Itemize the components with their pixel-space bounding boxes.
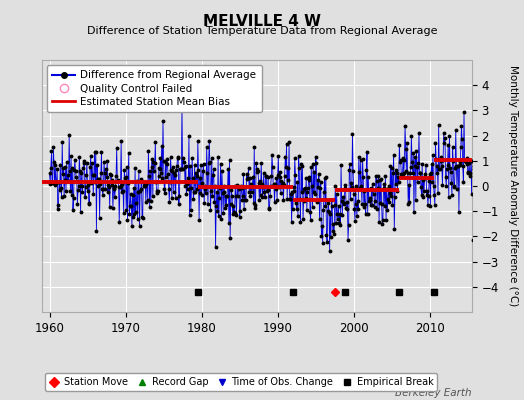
Legend: Difference from Regional Average, Quality Control Failed, Estimated Station Mean: Difference from Regional Average, Qualit… <box>47 65 261 112</box>
Text: MELVILLE 4 W: MELVILLE 4 W <box>203 14 321 29</box>
Legend: Station Move, Record Gap, Time of Obs. Change, Empirical Break: Station Move, Record Gap, Time of Obs. C… <box>45 373 438 391</box>
Y-axis label: Monthly Temperature Anomaly Difference (°C): Monthly Temperature Anomaly Difference (… <box>508 65 518 307</box>
Text: Berkeley Earth: Berkeley Earth <box>395 388 472 398</box>
Text: Difference of Station Temperature Data from Regional Average: Difference of Station Temperature Data f… <box>87 26 437 36</box>
